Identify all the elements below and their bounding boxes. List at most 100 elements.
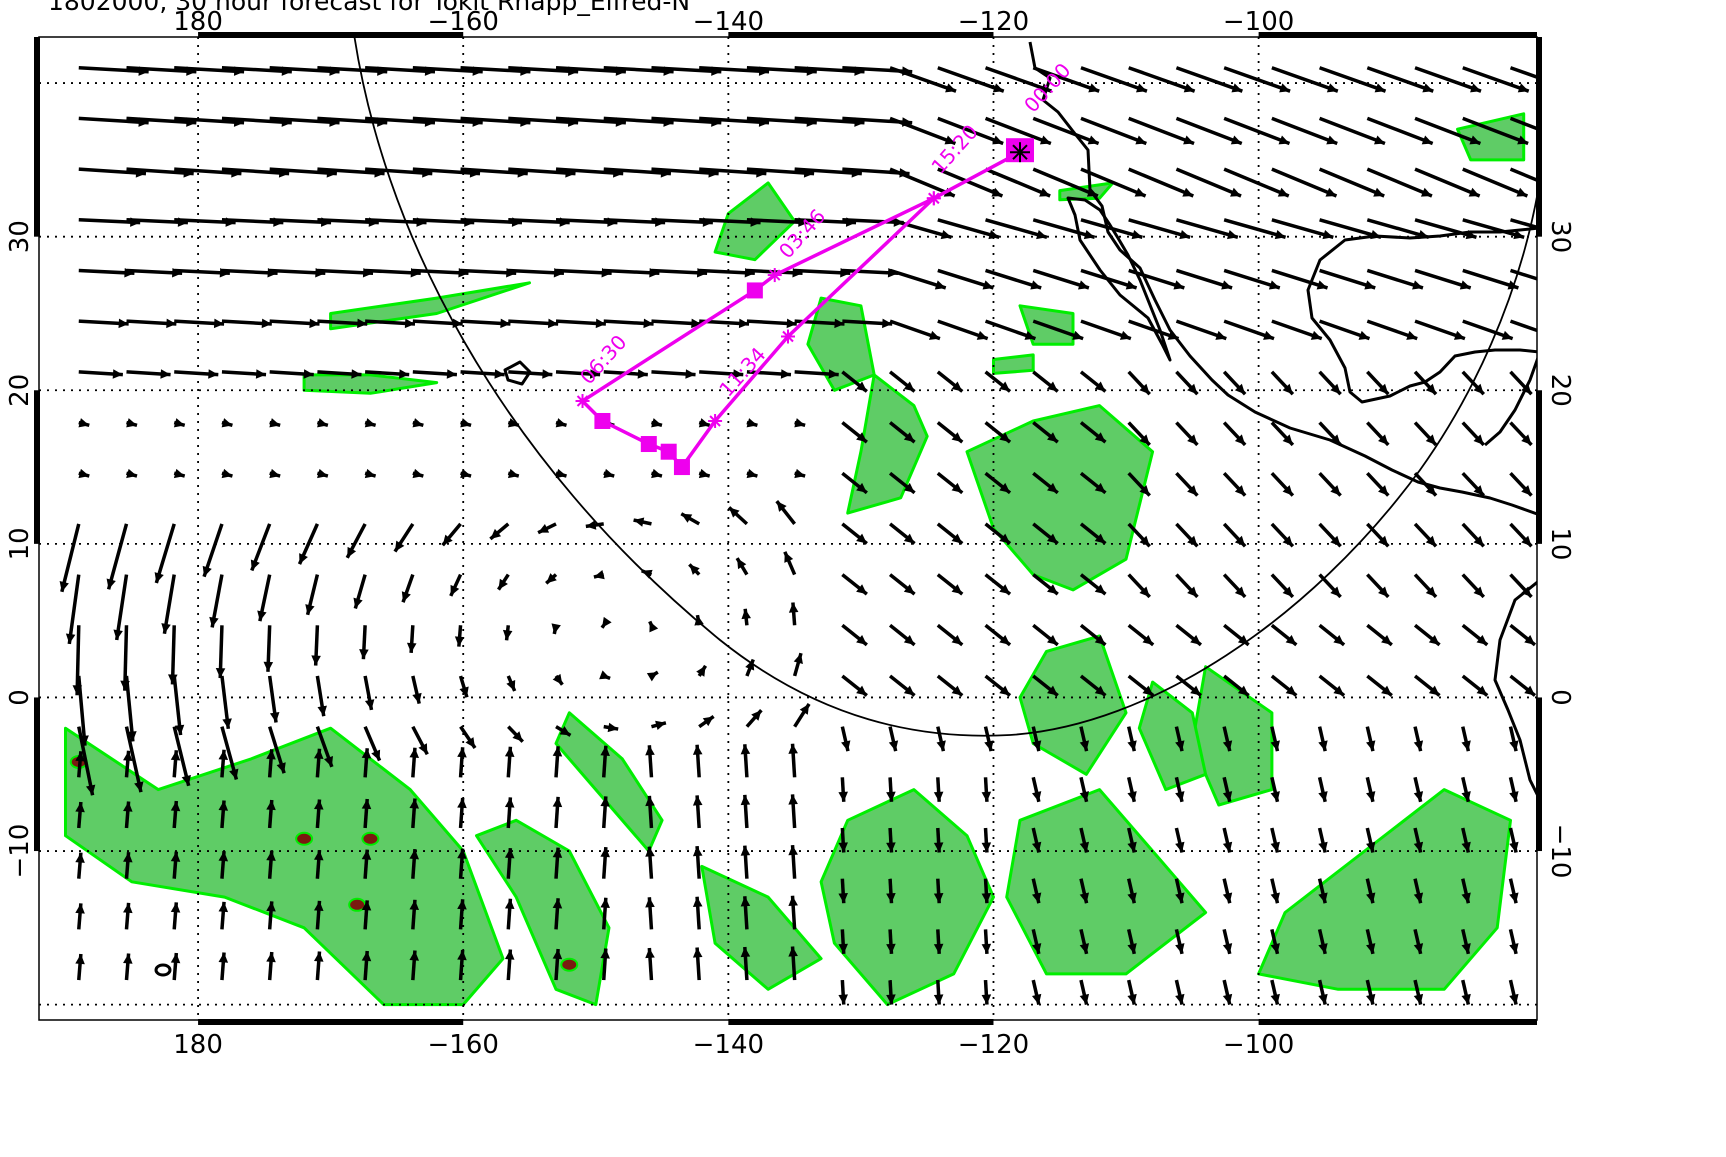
wind-vector	[1413, 726, 1424, 752]
wind-vector	[981, 929, 992, 954]
wind-vector	[221, 369, 267, 379]
wind-vector	[1032, 421, 1059, 444]
wind-vector	[1271, 268, 1329, 290]
wind-vector	[1175, 268, 1233, 290]
wind-vector	[457, 899, 467, 930]
wind-vector	[1461, 878, 1471, 904]
wind-vector	[1461, 623, 1489, 647]
wind-vector	[645, 897, 655, 930]
wind-vector	[1223, 319, 1275, 341]
wind-vector	[552, 847, 563, 879]
wind-vector	[1079, 674, 1107, 697]
wind-vector	[315, 726, 334, 768]
wind-vector	[1080, 116, 1147, 146]
wind-vector	[1270, 928, 1280, 955]
wind-vector	[1128, 218, 1191, 240]
wind-vector	[1032, 116, 1100, 146]
wind-vector	[75, 801, 85, 829]
wind-vector	[1366, 218, 1430, 240]
contour-region	[846, 373, 929, 515]
wind-vector	[1271, 116, 1338, 146]
wind-vector	[1031, 979, 1042, 1005]
wind-vector	[359, 625, 369, 660]
wind-vector	[409, 950, 420, 981]
lon-tick-label: −100	[1223, 1030, 1294, 1060]
wind-vector	[1223, 218, 1287, 240]
wind-vector	[1128, 268, 1185, 290]
wind-vector	[937, 116, 1004, 146]
wind-vector	[692, 947, 703, 981]
wind-vector	[741, 608, 751, 626]
wind-vector	[266, 951, 276, 981]
wind-vector	[78, 468, 90, 479]
wind-vector	[745, 709, 763, 728]
wind-vector	[794, 369, 839, 379]
wind-vector	[363, 725, 382, 762]
small-island	[154, 963, 172, 977]
wind-vector	[1080, 66, 1148, 93]
wind-vector	[984, 674, 1012, 697]
wind-vector	[75, 751, 85, 778]
wind-vector	[1318, 370, 1342, 396]
wind-vector	[984, 623, 1012, 647]
wind-vector	[1509, 116, 1537, 131]
wind-vector	[504, 949, 515, 981]
wind-vector	[126, 267, 183, 278]
wind-vector	[1222, 979, 1233, 1005]
wind-vector	[984, 421, 1012, 444]
wind-vector	[1128, 66, 1196, 93]
wind-vector	[1127, 472, 1151, 497]
wind-vector	[1366, 623, 1393, 647]
wind-vector	[1318, 573, 1342, 599]
wind-vector	[735, 557, 749, 576]
wind-vector	[361, 849, 372, 879]
wind-vector	[221, 418, 233, 428]
wind-vector	[266, 749, 276, 778]
track-waypoint	[660, 443, 677, 460]
wind-vector	[888, 522, 916, 545]
wind-vector	[648, 620, 659, 633]
wind-vector	[174, 318, 225, 329]
contour-layer	[64, 112, 1526, 1007]
wind-vector	[1175, 66, 1243, 93]
wind-vector	[841, 471, 868, 495]
wind-vector	[1080, 167, 1147, 198]
wind-vector	[172, 675, 185, 736]
wind-vector	[1032, 268, 1090, 290]
lat-tick-label: 30	[1545, 220, 1575, 253]
wind-vector	[154, 523, 176, 584]
wind-vector	[981, 827, 992, 853]
lat-tick-label: 30	[5, 220, 35, 253]
wind-vector	[1461, 472, 1486, 497]
wind-vector	[645, 846, 655, 879]
wind-vector	[599, 670, 611, 681]
wind-vector	[1508, 726, 1519, 752]
lon-tick-label: −160	[428, 1030, 499, 1060]
wind-vector	[1413, 421, 1438, 447]
wind-vector	[123, 750, 133, 778]
wind-vector	[886, 979, 896, 1005]
wind-vector	[1462, 268, 1519, 290]
north-america-coast	[1028, 41, 1537, 516]
wind-vector	[1317, 726, 1328, 752]
wind-vector	[1366, 522, 1390, 548]
wind-vector	[603, 722, 619, 733]
map-title: 1802000, 30 hour forecast for Tokit Rhap…	[48, 0, 690, 16]
wind-vector	[1031, 878, 1042, 904]
hawaii-island	[503, 360, 532, 386]
wind-vector	[313, 850, 324, 879]
wind-vector	[1270, 421, 1295, 447]
wind-vector	[1175, 319, 1227, 341]
wind-vector	[727, 506, 749, 526]
wind-vector	[174, 267, 230, 278]
wind-vector	[317, 267, 374, 278]
wind-vector	[746, 318, 797, 329]
wind-vector	[1366, 66, 1434, 93]
wind-vector	[126, 369, 171, 379]
wind-vector	[1509, 472, 1533, 497]
track-waypoint-star	[767, 268, 782, 283]
track-waypoint-star	[926, 191, 941, 206]
wind-vector	[1174, 928, 1185, 955]
wind-vector	[409, 747, 420, 778]
wind-vector	[651, 369, 696, 379]
